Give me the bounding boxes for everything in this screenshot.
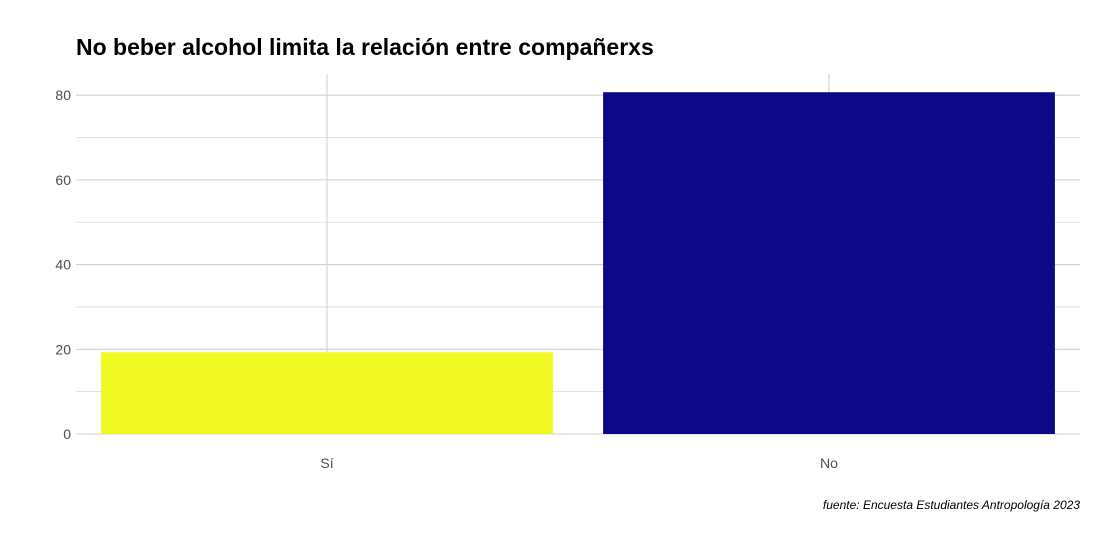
- x-tick-label: No: [820, 455, 838, 471]
- chart-caption: fuente: Encuesta Estudiantes Antropologí…: [822, 498, 1080, 512]
- chart-title: No beber alcohol limita la relación entr…: [76, 34, 654, 60]
- y-tick-label: 20: [55, 341, 71, 357]
- y-tick-label: 80: [55, 87, 71, 103]
- bar-1: [101, 352, 553, 434]
- x-tick-label: Sí: [320, 455, 333, 471]
- bars: [101, 92, 1055, 434]
- y-tick-label: 0: [63, 426, 71, 442]
- y-tick-label: 40: [55, 257, 71, 273]
- axis-labels: 0 20 40 60 80 Sí No: [55, 87, 838, 471]
- y-tick-label: 60: [55, 172, 71, 188]
- bar-2: [603, 92, 1055, 434]
